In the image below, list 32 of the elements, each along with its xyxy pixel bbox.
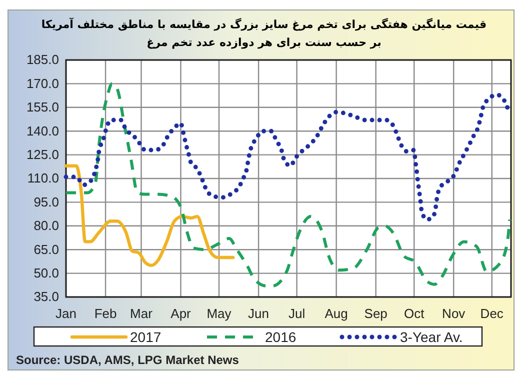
x-tick-label: Dec (480, 306, 504, 322)
legend-label: 3-Year Av. (400, 329, 463, 345)
y-tick-label: 155.0 (26, 100, 59, 115)
y-tick-label: 170.0 (26, 76, 59, 91)
y-tick-label: 185.0 (26, 52, 59, 68)
chart-title: قیمت میانگین هفتگی برای تخم مرغ سایز بزرگ در مقایسه با مناطق مختلف آمریکا (41, 17, 487, 31)
source-note: Source: USDA, AMS, LPG Market News (16, 353, 240, 367)
y-tick-label: 35.0 (34, 289, 59, 304)
legend-label: 2016 (265, 329, 296, 345)
y-tick-label: 110.0 (27, 170, 59, 186)
x-tick-label: Jul (288, 306, 306, 322)
line-series (64, 164, 235, 267)
y-tick-label: 50.0 (34, 265, 59, 280)
chart-subtitle: بر حسب سنت برای هر دوازده عدد تخم مرغ (146, 36, 382, 49)
x-tick-label: Oct (404, 306, 425, 322)
x-tick-label: Mar (130, 306, 154, 322)
line-series (64, 92, 511, 222)
x-tick-label: Aug (324, 306, 348, 322)
x-tick-label: Jan (56, 306, 76, 322)
x-tick-label: Feb (94, 306, 117, 322)
x-tick-label: Sep (364, 306, 388, 322)
x-tick-label: Jun (248, 306, 270, 322)
y-tick-label: 80.0 (34, 218, 59, 234)
x-tick-label: Nov (442, 306, 466, 322)
x-tick-label: Apr (170, 306, 192, 322)
legend-label: 2017 (130, 329, 162, 345)
y-tick-label: 140.0 (26, 123, 59, 138)
y-tick-label: 65.0 (34, 242, 59, 257)
y-tick-label: 125.0 (26, 146, 59, 162)
y-tick-label: 95.0 (34, 194, 59, 210)
line-series (64, 82, 512, 288)
x-tick-label: May (206, 306, 232, 322)
